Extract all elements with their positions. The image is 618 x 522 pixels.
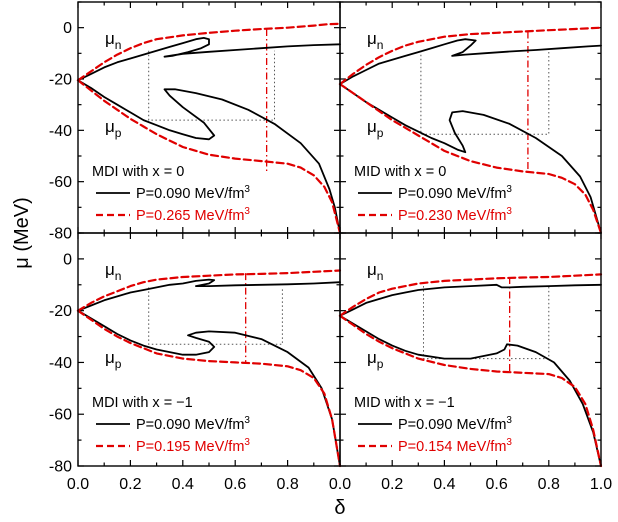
legend-label: P=0.195 MeV/fm3 xyxy=(136,437,250,455)
y-tick-label: -40 xyxy=(49,355,72,372)
neutron-curve-red xyxy=(76,22,342,82)
mu-n-label: μn xyxy=(367,29,383,52)
x-tick-label: 0.4 xyxy=(172,476,194,493)
panel-frame-br xyxy=(339,232,602,467)
neutron-curve-black xyxy=(339,38,602,85)
legend-label: P=0.265 MeV/fm3 xyxy=(136,206,250,224)
x-tick-label: 0.0 xyxy=(329,476,351,493)
proton-curve-red xyxy=(338,83,603,235)
x-tick-label: 0.8 xyxy=(538,476,560,493)
mu-n-label: μn xyxy=(105,260,121,283)
proton-curve-red xyxy=(338,314,603,468)
coexistence-dotted-guide xyxy=(420,50,550,135)
x-tick-label: 0.6 xyxy=(485,476,507,493)
legend-label: P=0.090 MeV/fm3 xyxy=(398,184,512,202)
proton-curve-red xyxy=(76,309,342,468)
y-tick-label: -20 xyxy=(49,303,72,320)
legend-label: P=0.090 MeV/fm3 xyxy=(136,415,250,433)
mu-n-label: μn xyxy=(105,29,121,52)
mu-p-label: μp xyxy=(105,117,122,140)
y-tick-label: -60 xyxy=(49,407,72,424)
proton-curve-black xyxy=(339,83,602,234)
x-tick-label: 0.6 xyxy=(224,476,246,493)
x-tick-label: 0.4 xyxy=(433,476,455,493)
mu-p-label: μp xyxy=(367,117,384,140)
legend-label: P=0.230 MeV/fm3 xyxy=(398,206,512,224)
legend-label: P=0.090 MeV/fm3 xyxy=(398,415,512,433)
mu-p-label: μp xyxy=(367,348,384,371)
y-axis-title: μ (MeV) xyxy=(11,197,33,269)
proton-curve-black xyxy=(339,314,602,467)
y-tick-label: -20 xyxy=(49,72,72,89)
proton-curve-red xyxy=(76,79,342,235)
x-axis-title: δ xyxy=(334,497,345,519)
panel-title: MDI with x = 0 xyxy=(92,164,184,180)
y-tick-label: 0 xyxy=(63,20,72,37)
panel-title: MID with x = 0 xyxy=(354,164,446,180)
neutron-curve-black xyxy=(77,278,341,312)
legend-label: P=0.154 MeV/fm3 xyxy=(398,437,512,455)
neutron-curve-red xyxy=(338,26,603,86)
panel-title: MID with x = −1 xyxy=(354,395,455,411)
mu-n-label: μn xyxy=(367,260,383,283)
proton-curve-black xyxy=(77,79,341,234)
x-tick-label: 0.2 xyxy=(381,476,403,493)
y-tick-label: -80 xyxy=(49,226,72,243)
legend-label: P=0.090 MeV/fm3 xyxy=(136,184,250,202)
x-tick-label: 0.0 xyxy=(67,476,89,493)
x-tick-label: 1.0 xyxy=(590,476,612,493)
coexistence-dotted-guide xyxy=(148,287,283,345)
y-tick-label: -40 xyxy=(49,123,72,140)
neutron-curve-black xyxy=(339,283,602,317)
x-tick-label: 0.8 xyxy=(276,476,298,493)
coexistence-dotted-guide xyxy=(423,286,550,360)
panel-title: MDI with x = −1 xyxy=(92,395,193,411)
y-tick-label: -80 xyxy=(49,459,72,476)
neutron-curve-red xyxy=(338,273,603,317)
mu-p-label: μp xyxy=(105,348,122,371)
y-tick-label: -60 xyxy=(49,174,72,191)
coexistence-dotted-guide xyxy=(148,50,275,121)
neutron-curve-black xyxy=(77,37,341,82)
neutron-curve-red xyxy=(76,269,342,312)
x-tick-label: 0.2 xyxy=(119,476,141,493)
y-tick-label: 0 xyxy=(63,251,72,268)
proton-curve-black xyxy=(77,309,341,467)
